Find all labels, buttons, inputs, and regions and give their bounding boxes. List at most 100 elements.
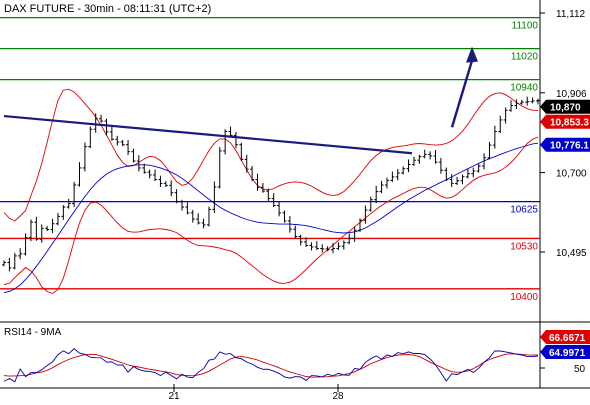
- candle: [223, 129, 228, 155]
- candle: [23, 233, 28, 256]
- candle: [298, 234, 303, 246]
- candle: [287, 215, 292, 233]
- trendline: [3, 114, 413, 155]
- candle: [536, 98, 540, 105]
- candlesticks: [2, 96, 540, 272]
- price-tags: 10,870 10,853.3 10,776.1: [540, 99, 590, 152]
- candle: [99, 114, 104, 123]
- candle: [320, 244, 325, 253]
- candle: [487, 141, 492, 160]
- candle: [331, 243, 336, 254]
- rsi-title-backdrop: [2, 326, 66, 338]
- candle: [514, 99, 519, 110]
- candle: [314, 241, 319, 251]
- candle: [438, 157, 443, 174]
- candle: [196, 213, 201, 225]
- candle: [395, 169, 400, 181]
- candle: [163, 181, 168, 187]
- candle: [34, 216, 39, 241]
- price-tick-label-10,700: 10,700: [556, 169, 587, 180]
- candle: [45, 226, 50, 232]
- candle: [266, 188, 271, 203]
- bollinger-bands: [3, 88, 539, 294]
- candle: [190, 209, 195, 223]
- candle: [142, 163, 147, 174]
- candle: [126, 140, 131, 156]
- candle: [153, 169, 158, 182]
- rsi-tag-rsi: [540, 345, 590, 359]
- candle: [384, 177, 389, 189]
- candle: [492, 125, 497, 149]
- rsi-panel: [0, 322, 590, 389]
- candle: [131, 148, 136, 163]
- candle: [228, 126, 233, 137]
- candle: [174, 189, 179, 204]
- candle: [104, 118, 109, 136]
- candle: [282, 210, 287, 223]
- candle: [250, 166, 255, 182]
- level-label-10625: 10625: [510, 205, 538, 216]
- candle: [482, 153, 487, 170]
- candle: [109, 126, 114, 141]
- candle: [411, 156, 416, 167]
- time-tick-label-21: 21: [168, 391, 180, 400]
- candle: [498, 115, 503, 134]
- candle: [293, 225, 298, 239]
- price-tag-moving_average: [540, 137, 590, 152]
- candle: [422, 149, 427, 159]
- level-label-11020: 11020: [511, 52, 539, 63]
- candle: [352, 226, 357, 242]
- rsi-tag-rsi_ma: [540, 330, 590, 344]
- price-tag-last: [540, 99, 590, 114]
- candle: [368, 196, 373, 212]
- candle: [12, 252, 17, 270]
- forecast-arrow-shaft: [450, 60, 474, 128]
- rsi-tag-label-rsi: 64.9971: [549, 348, 586, 359]
- candle: [358, 218, 362, 232]
- candle: [525, 96, 530, 106]
- candle: [115, 135, 120, 146]
- price-tag-label-bollinger_upper: 10,853.3: [550, 118, 589, 129]
- candle: [455, 176, 460, 185]
- candle: [120, 140, 125, 147]
- time-tick-label-28: 28: [332, 391, 344, 400]
- candle: [82, 142, 87, 172]
- price-panel: [0, 0, 590, 323]
- candle: [406, 159, 411, 173]
- candle: [341, 240, 346, 250]
- price-tag-label-last: 10,870: [550, 103, 581, 114]
- candle: [66, 198, 71, 209]
- candle: [417, 154, 422, 164]
- candle: [336, 242, 341, 251]
- forecast-arrowhead: [466, 46, 478, 63]
- candle: [212, 181, 217, 213]
- candle: [379, 180, 384, 194]
- candle: [169, 180, 174, 197]
- candle: [136, 155, 141, 172]
- candle: [93, 113, 98, 133]
- candle: [509, 100, 514, 112]
- candle: [233, 131, 238, 149]
- chart-title: DAX FUTURE - 30min - 08:11:31 (UTC+2): [4, 3, 211, 15]
- candle: [217, 147, 222, 189]
- candle: [460, 174, 465, 185]
- level-label-11100: 11100: [512, 21, 539, 32]
- candle: [428, 151, 433, 160]
- annotations: [3, 46, 478, 155]
- bollinger-upper-line: [3, 88, 539, 222]
- candle: [244, 154, 249, 173]
- candle: [271, 193, 276, 208]
- price-axis: 11,112 10,906 10,700 10,495: [540, 9, 587, 259]
- candle: [61, 205, 66, 220]
- candle: [309, 242, 314, 251]
- candle: [2, 260, 6, 267]
- price-tick-label-11,112: 11,112: [556, 9, 586, 20]
- candle: [530, 97, 535, 104]
- horizontal-levels: 11100 11020 10940 10625 10530 10400: [0, 16, 540, 303]
- candle: [185, 202, 190, 215]
- candle: [325, 246, 330, 252]
- candle: [255, 173, 260, 191]
- level-label-10530: 10530: [510, 241, 538, 252]
